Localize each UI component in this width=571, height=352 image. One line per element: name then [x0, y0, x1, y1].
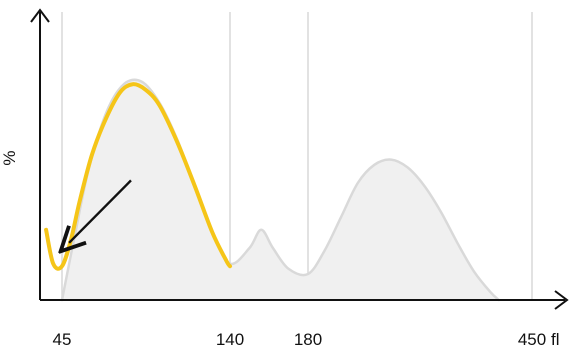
x-axis-unit-label: fl [551, 330, 560, 349]
series-layer [44, 78, 501, 302]
x-axis-arrowhead [554, 290, 569, 310]
tick-labels: 45 140 180 450 fl [53, 330, 560, 349]
x-tick-label-45: 45 [53, 330, 72, 349]
x-tick-label-180: 180 [294, 330, 322, 349]
annotations [69, 179, 132, 242]
series-1-line [44, 82, 232, 271]
series-0-line [60, 78, 501, 302]
series-0-area [62, 79, 499, 300]
axes [30, 8, 569, 310]
x-tick-label-450: 450 [518, 330, 546, 349]
y-axis-label: % [0, 150, 19, 165]
x-tick-label-140: 140 [216, 330, 244, 349]
annotation-arrow [69, 179, 132, 242]
y-axis-arrowhead [30, 8, 50, 23]
